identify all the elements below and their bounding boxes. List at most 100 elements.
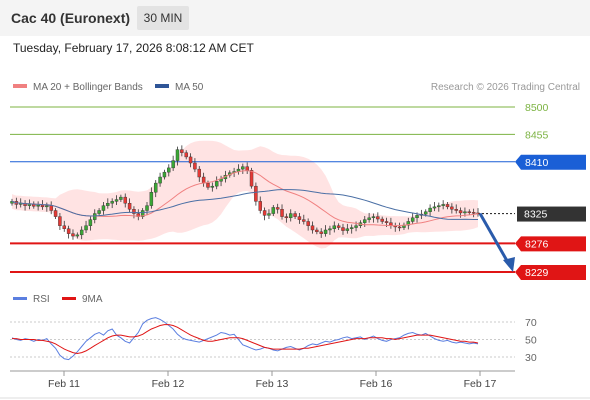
candle-body — [367, 217, 371, 220]
candle-body — [306, 221, 310, 226]
rsi-legend-swatch — [13, 297, 27, 300]
bollinger-band-area — [12, 140, 478, 249]
candle-body — [445, 204, 450, 208]
forecast-line — [478, 212, 512, 267]
pivot-tag-8410 — [515, 154, 586, 170]
ma50-line — [11, 189, 478, 220]
candle-body — [397, 226, 402, 229]
candle-body — [293, 213, 297, 217]
candle-body — [201, 176, 206, 184]
candle-body — [197, 168, 201, 178]
bollinger-bands — [12, 140, 478, 249]
rsi-panel: 70 50 30 — [10, 317, 537, 364]
candle-body — [84, 225, 88, 231]
candle-body — [323, 229, 328, 234]
candle-body — [162, 171, 167, 178]
candle-body — [410, 217, 415, 222]
candle-body — [206, 182, 210, 188]
candle-body — [97, 210, 101, 214]
rsi-tick-70: 70 — [525, 317, 537, 329]
pivot-label-8410: 8410 — [525, 157, 549, 169]
candle-body — [319, 231, 323, 234]
candle-body — [463, 211, 467, 214]
candle-body — [184, 152, 188, 158]
support-tag-8229 — [515, 265, 586, 280]
candle-body — [114, 199, 119, 202]
x-tick-label: Feb 13 — [256, 378, 289, 390]
candle-body — [341, 227, 345, 231]
rsi-series-RSI — [11, 317, 479, 361]
candle-body — [214, 181, 219, 187]
candle-body — [88, 219, 93, 226]
candle-body — [406, 221, 411, 226]
support-label-8229: 8229 — [525, 267, 549, 279]
support-tag-8276 — [515, 236, 586, 252]
candle-body — [245, 166, 249, 171]
candle-body — [424, 211, 428, 215]
candle-body — [363, 219, 367, 223]
candle-body — [254, 185, 258, 202]
x-axis-ticks: Feb 11 Feb 12 Feb 13 Feb 16 Feb 17 — [48, 371, 496, 390]
ma20-legend-swatch — [13, 84, 27, 88]
candle-body — [106, 202, 110, 206]
candle-body — [275, 207, 280, 210]
ma20-legend-label: MA 20 + Bollinger Bands — [33, 82, 143, 93]
last-price-tag — [517, 206, 586, 222]
candle-body — [153, 182, 158, 193]
candle-body — [280, 209, 284, 217]
ma50-legend-label: MA 50 — [175, 82, 204, 93]
candle-body — [110, 201, 114, 204]
candle-body — [376, 216, 380, 220]
rsi-tick-50: 50 — [525, 335, 537, 347]
candle-body — [349, 227, 354, 229]
rsi-ma-legend-swatch — [62, 297, 76, 300]
candle-body — [93, 213, 97, 220]
level-tags: 8500 8455 8410 8325 8276 8229 — [515, 102, 586, 280]
candle-body — [149, 192, 154, 206]
rsi-ma-legend-label: 9MA — [82, 294, 103, 305]
moving-averages — [11, 170, 479, 227]
candle-body — [380, 218, 384, 222]
candle-body — [458, 210, 463, 214]
candle-body — [62, 225, 66, 229]
resistance-label-8455: 8455 — [525, 129, 549, 141]
instrument-title: Cac 40 (Euronext) — [11, 10, 131, 26]
candle-body — [450, 206, 454, 210]
rsi-series-9MA — [12, 324, 479, 355]
candle-body — [437, 205, 441, 208]
ma50-legend-swatch — [155, 84, 169, 88]
candle-body — [175, 149, 180, 161]
candle-body — [180, 149, 184, 153]
candle-body — [415, 215, 419, 219]
candle-body — [53, 210, 58, 217]
candle-body — [441, 204, 445, 206]
rsi-legend-label: RSI — [33, 294, 50, 305]
price-levels — [10, 106, 515, 273]
x-tick-label: Feb 16 — [360, 378, 393, 390]
candle-body — [258, 201, 262, 211]
last-price-label: 8325 — [524, 209, 548, 221]
candle-body — [119, 196, 123, 200]
candle-body — [167, 167, 171, 173]
support-label-8276: 8276 — [525, 238, 549, 250]
timestamp: Tuesday, February 17, 2026 8:08:12 AM CE… — [13, 41, 254, 55]
candle-body — [310, 225, 315, 231]
candle-body — [71, 233, 75, 237]
timeframe-badge[interactable]: 30 MIN — [137, 6, 189, 30]
candle-body — [354, 225, 358, 228]
x-tick-label: Feb 17 — [464, 378, 497, 390]
candle-body — [297, 216, 302, 220]
candle-body — [171, 160, 175, 169]
candle-body — [249, 170, 254, 187]
candle-body — [332, 225, 337, 229]
forecast-arrow — [478, 212, 515, 272]
forecast-arrowhead — [503, 257, 515, 272]
candle-body — [66, 228, 71, 234]
candle-body — [302, 219, 306, 222]
candle-body — [140, 210, 145, 217]
candle-body — [40, 204, 45, 208]
candle-body — [127, 202, 132, 210]
candle-body — [336, 225, 341, 228]
candle-body — [58, 216, 62, 226]
